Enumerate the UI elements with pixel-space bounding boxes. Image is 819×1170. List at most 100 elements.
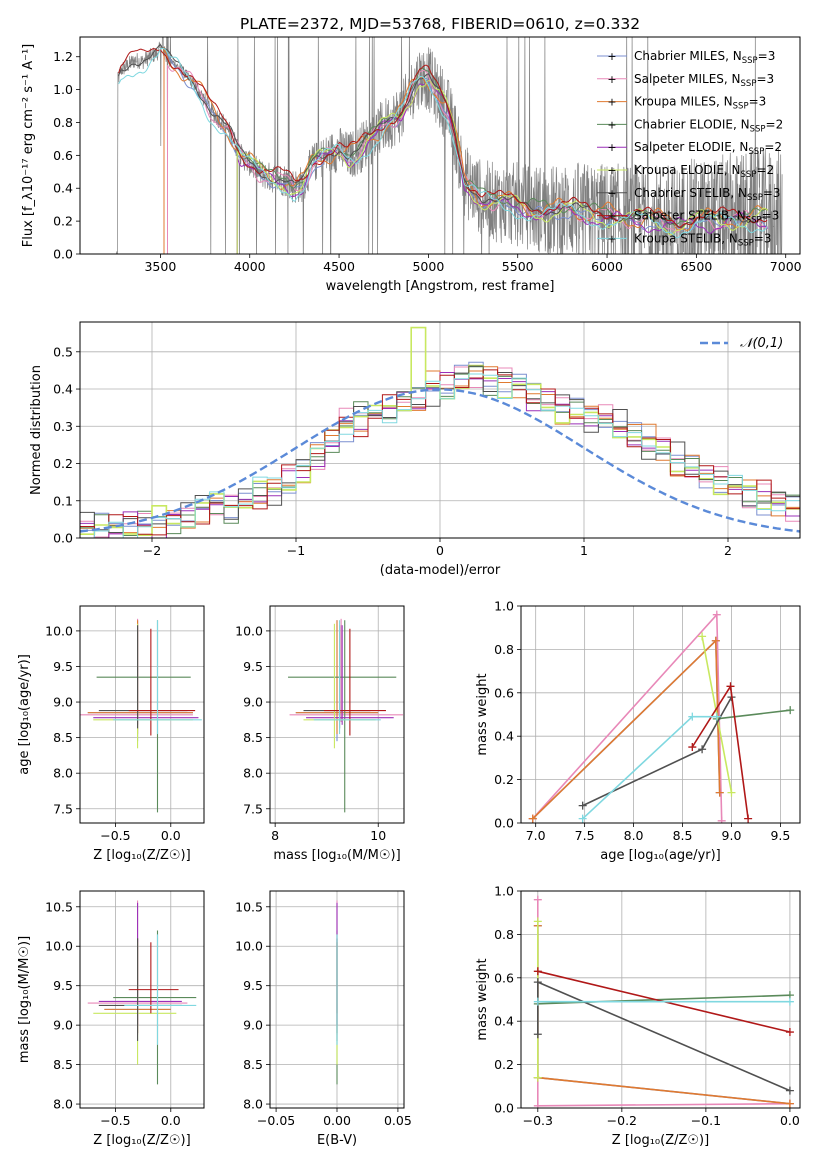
weight-series-line	[582, 696, 733, 807]
weight-series-marker	[533, 895, 542, 904]
weight-series-marker	[578, 814, 587, 823]
x-axis-label: age [log₁₀(age/yr)]	[600, 848, 721, 863]
legend-subscript: SSP	[733, 102, 749, 112]
x-tick-label: −0.5	[100, 1113, 130, 1128]
legend-value: =3	[749, 95, 767, 109]
y-tick-label: 0.0	[494, 1101, 514, 1116]
axes-frame	[269, 605, 405, 824]
y-tick-label: 9.5	[53, 978, 73, 993]
x-tick-label: 2	[724, 543, 732, 558]
y-tick-label: 1.0	[494, 884, 514, 899]
legend-marker: +	[607, 73, 616, 86]
model-spectrum-line	[163, 47, 768, 254]
normal-curve	[80, 388, 800, 533]
weight-series-marker	[726, 682, 735, 691]
axes-age-vs-Z: −0.5 0.0 7.5 8.0 8.5 9.0 9.5 10.0 Z [log₁₀(Z/Z☉)…	[17, 605, 205, 863]
weight-series-line	[532, 638, 721, 820]
x-tick-label: 1	[580, 543, 588, 558]
y-tick-label: 9.0	[243, 695, 263, 710]
x-tick-label: 0	[436, 543, 444, 558]
axes-frame	[520, 605, 801, 824]
legend-value: =2	[756, 163, 774, 177]
weight-series-marker	[533, 1101, 542, 1108]
y-tick-label: 0.8	[53, 115, 73, 130]
y-tick-label: 0.6	[53, 148, 73, 163]
weight-series-marker	[688, 743, 697, 752]
weight-series-marker	[785, 1028, 794, 1037]
x-tick-label: 5500	[502, 259, 534, 274]
y-tick-label: 0.0	[53, 531, 73, 546]
legend-value: =3	[754, 231, 772, 245]
y-tick-label: 8.5	[53, 730, 73, 745]
x-tick-label: 0.00	[323, 1113, 351, 1128]
histogram-step	[80, 369, 800, 536]
axes-mass-vs-Z: −0.5 0.0 8.0 8.5 9.0 9.5 10.0 10.5 Z [log₁₀(Z/Z☉…	[17, 890, 205, 1148]
x-tick-label: 4500	[323, 259, 355, 274]
y-tick-label: 0.0	[53, 247, 73, 262]
x-tick-label: −0.2	[607, 1113, 637, 1128]
model-spectrum-line	[167, 64, 769, 254]
y-tick-label: 8.5	[243, 730, 263, 745]
weight-series-line	[537, 925, 790, 1105]
legend-subscript: SSP	[746, 216, 762, 226]
weight-series-marker	[533, 917, 542, 926]
legend-value: =2	[766, 117, 784, 131]
axes-age-vs-mass: 8 10 7.5 8.0 8.5 9.0 9.5 10.0 mass [log₁₀(M/M☉)]	[235, 605, 405, 863]
y-tick-label: 10.0	[45, 939, 73, 954]
y-tick-label: 10.5	[235, 899, 263, 914]
weight-series-line	[532, 612, 723, 821]
y-axis-label: mass weight	[475, 673, 490, 755]
axes-mass-vs-EBV: −0.05 0.00 0.05 8.0 8.5 9.0 9.5 10.0 10.5 E(B-V)	[235, 890, 412, 1148]
y-tick-label: 1.0	[494, 599, 514, 614]
y-axis-label: mass [log₁₀(M/M☉)]	[17, 936, 32, 1063]
legend-value: =3	[756, 72, 774, 86]
legend-subscript: SSP	[750, 124, 766, 134]
x-tick-label: 4000	[234, 259, 266, 274]
y-tick-label: 9.0	[53, 1018, 73, 1033]
y-tick-label: 10.0	[45, 623, 73, 638]
legend-subscript: SSP	[748, 147, 764, 157]
y-tick-label: 8.0	[53, 766, 73, 781]
x-tick-label: 5000	[412, 259, 444, 274]
weight-series-marker	[727, 788, 736, 797]
legend-value: =3	[762, 209, 780, 223]
weight-series-marker	[785, 1086, 794, 1095]
plot-area-spectrum	[88, 37, 783, 254]
axes-residuals: −2 −1 0 1 2 0.0 0.1 0.2 0.3 0.4 0.5 (data-model)/er…	[29, 321, 801, 578]
weight-series-line	[537, 980, 791, 1092]
weight-series-marker	[688, 712, 697, 721]
plot-area-weight-vs-age	[528, 610, 795, 823]
weight-series-marker	[533, 997, 542, 1006]
x-tick-label: −0.5	[100, 828, 130, 843]
weight-series-marker	[712, 712, 721, 721]
legend-subscript: SSP	[742, 56, 758, 66]
legend-marker: +	[607, 50, 616, 63]
plot-area-residuals	[80, 326, 800, 538]
axes-frame	[79, 36, 801, 255]
legend-subscript: SSP	[738, 238, 754, 248]
weight-series-marker	[533, 1073, 542, 1082]
weight-series-marker	[533, 967, 542, 976]
legend-marker: +	[607, 232, 616, 245]
x-tick-label: 9.5	[770, 828, 790, 843]
model-spectrum-line	[236, 67, 769, 254]
legend-marker: +	[607, 210, 616, 223]
weight-series-marker	[744, 814, 753, 823]
weight-series-marker	[698, 745, 707, 754]
weight-series-line	[582, 715, 717, 820]
weight-series-marker	[785, 1099, 794, 1108]
x-axis-label: (data-model)/error	[380, 563, 501, 578]
y-tick-label: 0.2	[494, 772, 514, 787]
y-tick-label: 9.5	[53, 659, 73, 674]
y-tick-label: 0.4	[53, 382, 73, 397]
y-axis-label: age [log₁₀(age/yr)]	[17, 654, 32, 775]
y-tick-label: 0.2	[53, 456, 73, 471]
legend-marker: +	[607, 141, 616, 154]
y-tick-label: 9.5	[243, 978, 263, 993]
x-axis-label: wavelength [Angstrom, rest frame]	[326, 279, 555, 294]
x-tick-label: 8	[271, 828, 279, 843]
x-axis-label: Z [log₁₀(Z/Z☉)]	[612, 1133, 709, 1148]
axes-frame	[79, 605, 205, 824]
legend-label: Kroupa MILES, NSSP=3	[634, 95, 766, 112]
